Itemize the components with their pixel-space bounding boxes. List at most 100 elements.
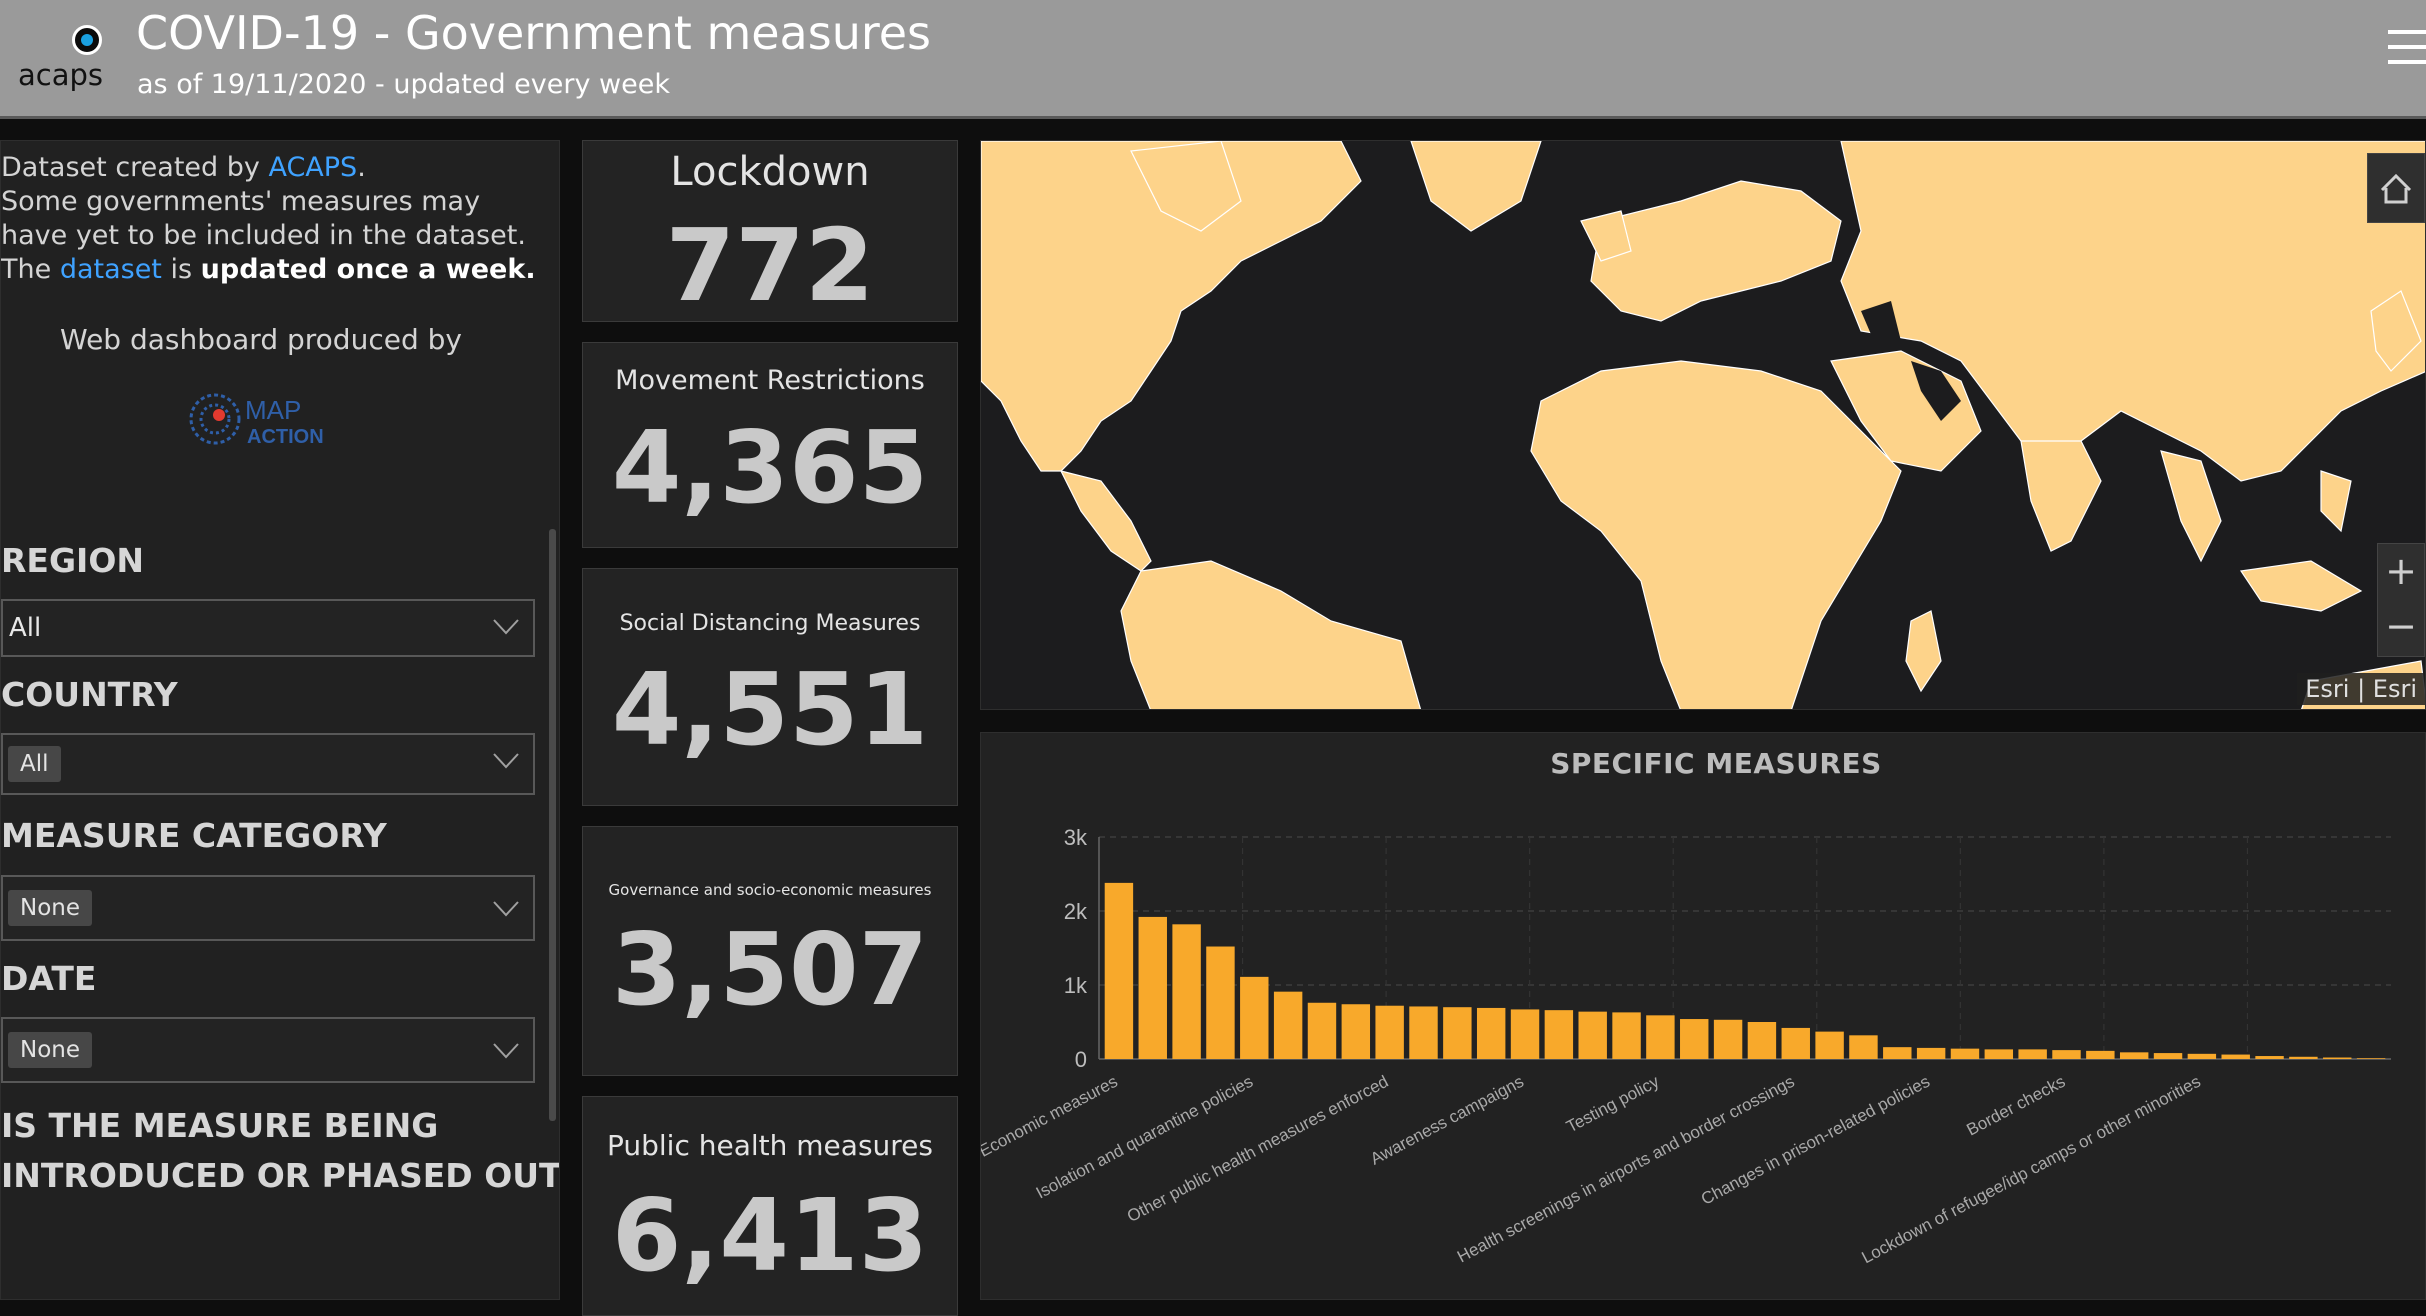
country-select[interactable]: All	[1, 733, 535, 795]
tile-label: Social Distancing Measures	[619, 611, 921, 636]
world-map-canvas[interactable]	[981, 141, 2426, 710]
chart-bar[interactable]	[2086, 1050, 2115, 1059]
update-note: updated once a week.	[200, 254, 536, 285]
region-value: All	[9, 613, 42, 643]
chart-bar[interactable]	[1680, 1019, 1709, 1059]
country-chip[interactable]: All	[8, 746, 61, 782]
chart-bar[interactable]	[1341, 1004, 1371, 1059]
chart-bar[interactable]	[2255, 1056, 2284, 1059]
logo-eye-icon	[72, 25, 102, 55]
zoom-out-button[interactable]: −	[2385, 604, 2417, 648]
tile-value: 3,507	[611, 911, 929, 1028]
chart-bar[interactable]	[1713, 1019, 1743, 1059]
mapaction-logo[interactable]: MAP ACTION	[187, 389, 347, 449]
chart-bar[interactable]	[1544, 1010, 1574, 1059]
chart-bar[interactable]	[1916, 1047, 1946, 1059]
x-tick-label: Isolation and quarantine policies	[1033, 1072, 1256, 1203]
stat-tile-governance[interactable]: Governance and socio-economic measures 3…	[582, 826, 958, 1076]
phase-label: IS THE MEASURE BEING INTRODUCED OR PHASE…	[1, 1101, 560, 1201]
chart-bar[interactable]	[1883, 1047, 1912, 1059]
chart-bar[interactable]	[1307, 1002, 1337, 1059]
page-subtitle: as of 19/11/2020 - updated every week	[137, 69, 670, 100]
chart-bar[interactable]	[1781, 1027, 1810, 1059]
zoom-in-button[interactable]: +	[2385, 549, 2417, 593]
tile-value: 4,551	[611, 651, 929, 768]
chart-bar[interactable]	[1510, 1009, 1540, 1059]
stat-tile-public-health[interactable]: Public health measures 6,413	[582, 1096, 958, 1316]
map-attribution[interactable]: Esri | Esri	[2297, 673, 2425, 705]
dataset-intro: Dataset created by ACAPS. Some governmen…	[1, 151, 541, 287]
chart-bar[interactable]	[1172, 924, 1201, 1059]
chart-bar[interactable]	[1815, 1031, 1844, 1059]
chart-bar[interactable]	[2153, 1053, 2183, 1059]
chart-bar[interactable]	[2289, 1056, 2318, 1059]
tile-value: 772	[665, 207, 875, 324]
chart-bar[interactable]	[1104, 882, 1134, 1059]
x-tick-label: Changes in prison-related policies	[1698, 1072, 1933, 1209]
acaps-logo[interactable]: acaps	[14, 18, 104, 98]
dataset-link[interactable]: dataset	[59, 254, 162, 285]
sidebar-scrollbar[interactable]	[549, 529, 556, 1121]
date-chip[interactable]: None	[8, 1032, 93, 1068]
chart-title: SPECIFIC MEASURES	[1550, 747, 1882, 780]
chart-bar[interactable]	[2187, 1053, 2217, 1059]
hamburger-menu-icon[interactable]	[2388, 30, 2426, 70]
mapaction-word: ACTION	[247, 426, 324, 448]
y-tick-label: 2k	[1064, 899, 1088, 924]
map-zoom-control: + −	[2377, 543, 2425, 657]
x-tick-label: Awareness campaigns	[1367, 1072, 1527, 1169]
chart-bar[interactable]	[1849, 1035, 1878, 1059]
chevron-down-icon	[493, 753, 519, 769]
intro-text: The	[1, 254, 60, 285]
home-icon	[2380, 173, 2412, 204]
chart-bar[interactable]	[1476, 1007, 1506, 1059]
chart-bar[interactable]	[1409, 1006, 1438, 1059]
x-tick-label: Testing policy	[1563, 1072, 1662, 1137]
measure-category-chip[interactable]: None	[8, 890, 93, 926]
logo-text: acaps	[18, 58, 104, 92]
produced-by-text: Web dashboard produced by	[60, 323, 462, 356]
chevron-down-icon	[493, 901, 519, 917]
chart-bar[interactable]	[2356, 1058, 2386, 1059]
region-select[interactable]: All	[1, 599, 535, 657]
world-map[interactable]: + − Esri | Esri	[980, 140, 2426, 710]
chart-bar[interactable]	[2119, 1052, 2149, 1059]
chart-bar[interactable]	[1240, 976, 1269, 1059]
acaps-link[interactable]: ACAPS	[268, 152, 358, 183]
tile-value: 6,413	[611, 1177, 929, 1294]
chart-bar[interactable]	[1138, 916, 1167, 1059]
tile-label: Governance and socio-economic measures	[608, 881, 932, 899]
stat-tile-lockdown[interactable]: Lockdown 772	[582, 140, 958, 324]
stat-tile-social-distancing[interactable]: Social Distancing Measures 4,551	[582, 568, 958, 806]
stat-tile-movement-restrictions[interactable]: Movement Restrictions 4,365	[582, 342, 958, 548]
y-tick-label: 1k	[1064, 973, 1088, 998]
chart-bar[interactable]	[1578, 1011, 1607, 1059]
chart-bar[interactable]	[1206, 946, 1235, 1059]
phase-label-line: INTRODUCED OR PHASED OUT?	[1, 1156, 560, 1195]
measure-category-select[interactable]: None	[1, 875, 535, 941]
mapaction-word: MAP	[245, 395, 301, 425]
date-select[interactable]: None	[1, 1017, 535, 1083]
chevron-down-icon	[493, 619, 519, 635]
tile-value: 4,365	[611, 409, 929, 526]
intro-text: is	[161, 254, 201, 285]
chart-bar[interactable]	[1646, 1015, 1675, 1059]
region-label: REGION	[1, 541, 144, 580]
chart-bar[interactable]	[1273, 991, 1303, 1059]
chart-bar[interactable]	[2018, 1049, 2047, 1059]
map-home-button[interactable]	[2367, 153, 2425, 223]
chart-bar[interactable]	[1747, 1022, 1777, 1059]
chart-bar[interactable]	[1612, 1012, 1641, 1059]
chart-bar[interactable]	[1375, 1005, 1404, 1059]
chart-bar[interactable]	[2221, 1054, 2250, 1059]
chart-bar[interactable]	[2052, 1050, 2081, 1059]
chart-bar[interactable]	[1984, 1049, 2014, 1059]
y-tick-label: 0	[1075, 1047, 1087, 1072]
page-title: COVID-19 - Government measures	[136, 6, 932, 60]
chart-bar[interactable]	[1443, 1007, 1472, 1059]
tile-label: Lockdown	[670, 149, 870, 195]
chart-bar[interactable]	[2323, 1057, 2352, 1059]
tile-label: Public health measures	[606, 1129, 933, 1162]
chart-bar[interactable]	[1950, 1048, 1980, 1059]
phase-label-line: IS THE MEASURE BEING	[1, 1106, 439, 1145]
